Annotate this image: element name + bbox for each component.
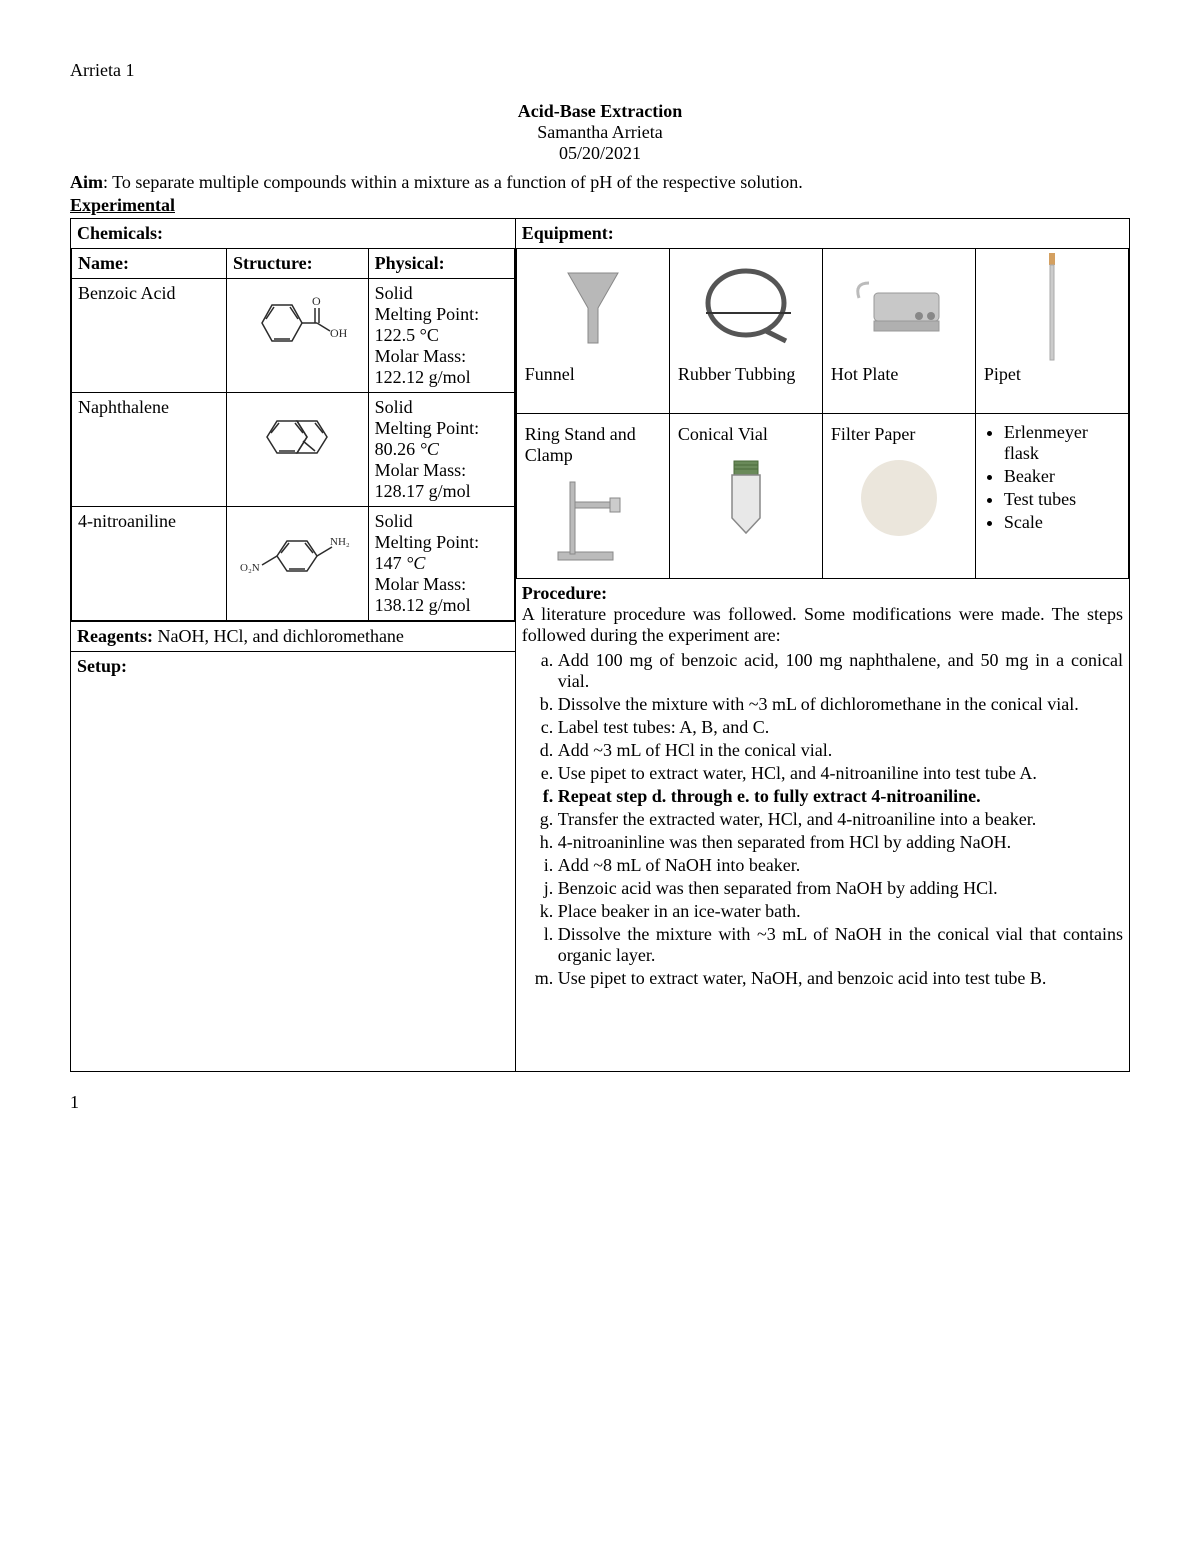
tubing-icon [696,263,796,353]
procedure-label: Procedure: [522,583,1123,604]
chem-row-benzoic: Benzoic Acid O [72,279,515,393]
proc-step: Place beaker in an ice-water bath. [558,901,1123,922]
equipment-extra-list: Erlenmeyer flask Beaker Test tubes Scale [984,422,1120,533]
doc-title: Acid-Base Extraction [70,101,1130,122]
equip-cell-tubing: Rubber Tubbing [669,249,822,414]
equip-label: Conical Vial [678,424,814,445]
proc-step: Dissolve the mixture with ~3 mL of NaOH … [558,924,1123,966]
equipment-heading: Equipment: [516,219,1129,248]
ringstand-icon [548,474,638,564]
page-number: 1 [70,1092,1130,1113]
aim-label: Aim [70,172,103,192]
naphthalene-icon [242,397,352,477]
proc-step: Add ~8 mL of NaOH into beaker. [558,855,1123,876]
equip-cell-vial: Conical Vial [669,414,822,579]
proc-step: Add 100 mg of benzoic acid, 100 mg napht… [558,650,1123,692]
procedure-list: Add 100 mg of benzoic acid, 100 mg napht… [522,650,1123,989]
equip-label: Hot Plate [831,364,967,385]
procedure-intro: A literature procedure was followed. Som… [522,604,1123,646]
proc-step-bold: Repeat step d. through e. to fully extra… [558,786,1123,807]
equip-list-item: Erlenmeyer flask [1004,422,1120,464]
chem-header-physical: Physical: [368,249,514,279]
page-header-name: Arrieta 1 [70,60,1130,81]
chem-physical: SolidMelting Point: 80.26 °CMolar Mass: … [368,393,514,507]
proc-step: 4-nitroaninline was then separated from … [558,832,1123,853]
svg-text:OH: OH [330,326,348,340]
equip-cell-ringstand: Ring Stand and Clamp [516,414,669,579]
chem-name: 4-nitroaniline [72,507,227,621]
reagents-text: NaOH, HCl, and dichloromethane [153,626,404,646]
main-table: Chemicals: Name: Structure: Physical: Be… [70,218,1130,1072]
chem-name: Benzoic Acid [72,279,227,393]
title-block: Acid-Base Extraction Samantha Arrieta 05… [70,101,1130,164]
equip-cell-filterpaper: Filter Paper [822,414,975,579]
chem-header-name: Name: [72,249,227,279]
equip-label: Funnel [525,364,661,385]
equip-label: Ring Stand and Clamp [525,424,661,466]
chemicals-table: Name: Structure: Physical: Benzoic Acid [71,248,515,621]
aim-line: Aim: To separate multiple compounds with… [70,172,1130,193]
svg-text:O₂N: O₂N [240,562,260,574]
proc-step: Dissolve the mixture with ~3 mL of dichl… [558,694,1123,715]
equip-cell-pipet: Pipet [975,249,1128,414]
benzoic-acid-icon: O OH [242,283,352,363]
equip-label: Filter Paper [831,424,967,445]
aim-text: : To separate multiple compounds within … [103,172,803,192]
proc-step: Transfer the extracted water, HCl, and 4… [558,809,1123,830]
svg-text:NH₂: NH₂ [330,536,350,548]
chem-physical: SolidMelting Point: 147 °CMolar Mass: 13… [368,507,514,621]
chem-row-naphthalene: Naphthalene SolidMelt [72,393,515,507]
experimental-label: Experimental [70,195,1130,216]
equipment-table: Funnel Rubber Tubbing [516,248,1129,579]
pipet-icon [1032,248,1072,368]
chem-name: Naphthalene [72,393,227,507]
proc-step: Use pipet to extract water, HCl, and 4-n… [558,763,1123,784]
chem-structure-benzoic: O OH [226,279,368,393]
vial-icon [716,453,776,543]
filterpaper-icon [854,453,944,543]
reagents-label: Reagents: [77,626,153,646]
setup-label: Setup: [77,656,127,676]
proc-step: Label test tubes: A, B, and C. [558,717,1123,738]
svg-text:O: O [312,294,321,308]
setup-cell: Setup: [71,651,515,1071]
equip-cell-hotplate: Hot Plate [822,249,975,414]
equip-list-item: Scale [1004,512,1120,533]
doc-date: 05/20/2021 [70,143,1130,164]
chem-row-nitroaniline: 4-nitroaniline NH₂ O₂N [72,507,515,621]
hotplate-icon [849,268,949,348]
equip-cell-funnel: Funnel [516,249,669,414]
reagents-row: Reagents: NaOH, HCl, and dichloromethane [71,621,515,651]
proc-step: Use pipet to extract water, NaOH, and be… [558,968,1123,989]
proc-step: Add ~3 mL of HCl in the conical vial. [558,740,1123,761]
proc-step: Benzoic acid was then separated from NaO… [558,878,1123,899]
chem-physical: SolidMelting Point: 122.5 °CMolar Mass: … [368,279,514,393]
nitroaniline-icon: NH₂ O₂N [237,511,357,591]
chem-header-structure: Structure: [226,249,368,279]
doc-author: Samantha Arrieta [70,122,1130,143]
equip-cell-list: Erlenmeyer flask Beaker Test tubes Scale [975,414,1128,579]
chem-structure-naphthalene [226,393,368,507]
equip-label: Rubber Tubbing [678,364,814,385]
chemicals-heading: Chemicals: [71,219,515,248]
funnel-icon [558,263,628,353]
procedure-block: Procedure: A literature procedure was fo… [516,579,1129,995]
equip-list-item: Test tubes [1004,489,1120,510]
chem-structure-nitroaniline: NH₂ O₂N [226,507,368,621]
chem-header-row: Name: Structure: Physical: [72,249,515,279]
equip-list-item: Beaker [1004,466,1120,487]
